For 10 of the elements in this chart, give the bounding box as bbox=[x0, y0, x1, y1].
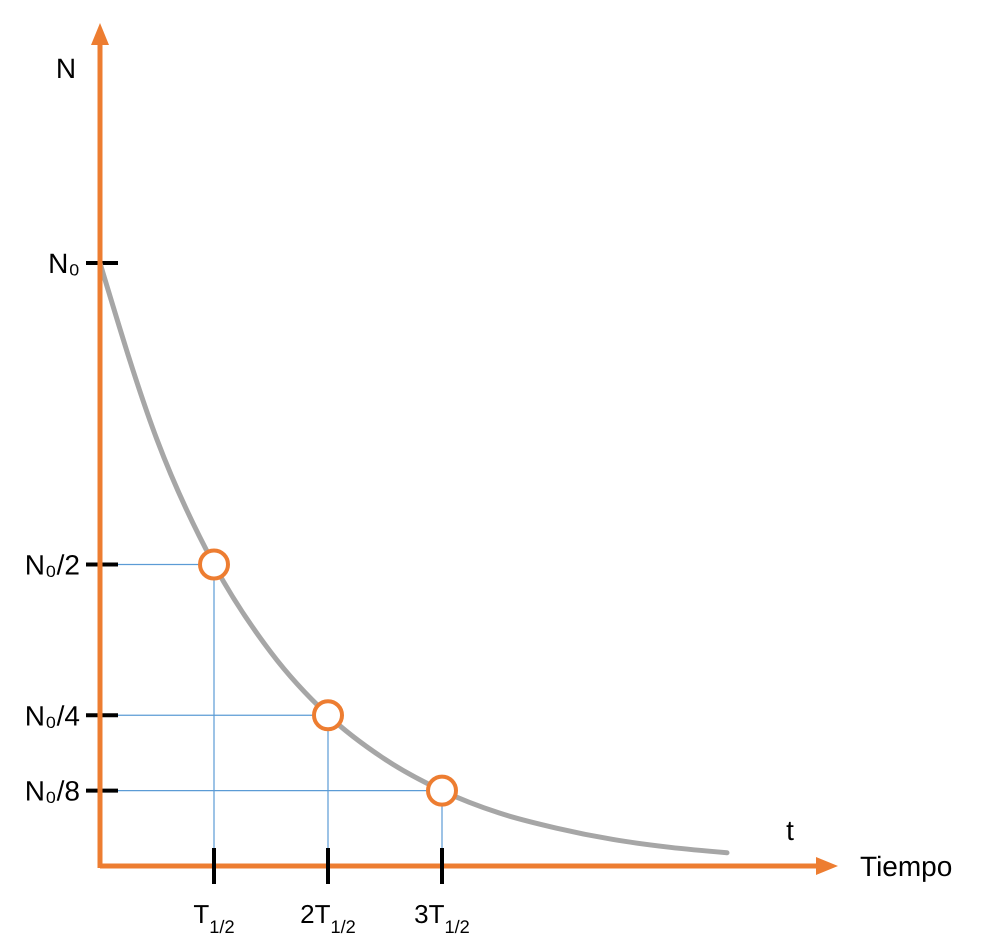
text: Tiempo bbox=[860, 851, 952, 882]
ref-line-label: N₀/2 bbox=[24, 550, 80, 580]
x-tick-label: 3T$_{1/2}$ bbox=[414, 899, 470, 937]
text: N bbox=[56, 53, 76, 84]
x-axis-title: t bbox=[786, 815, 794, 846]
x-tick-label: 2T$_{1/2}$ bbox=[300, 899, 356, 937]
ref-line-label: N₀ bbox=[48, 248, 80, 279]
ref-line-label: N₀/4 bbox=[24, 700, 80, 732]
x-tick-label: T$_{1/2}$ bbox=[193, 899, 235, 937]
ref-line-label: N₀/8 bbox=[24, 776, 80, 807]
